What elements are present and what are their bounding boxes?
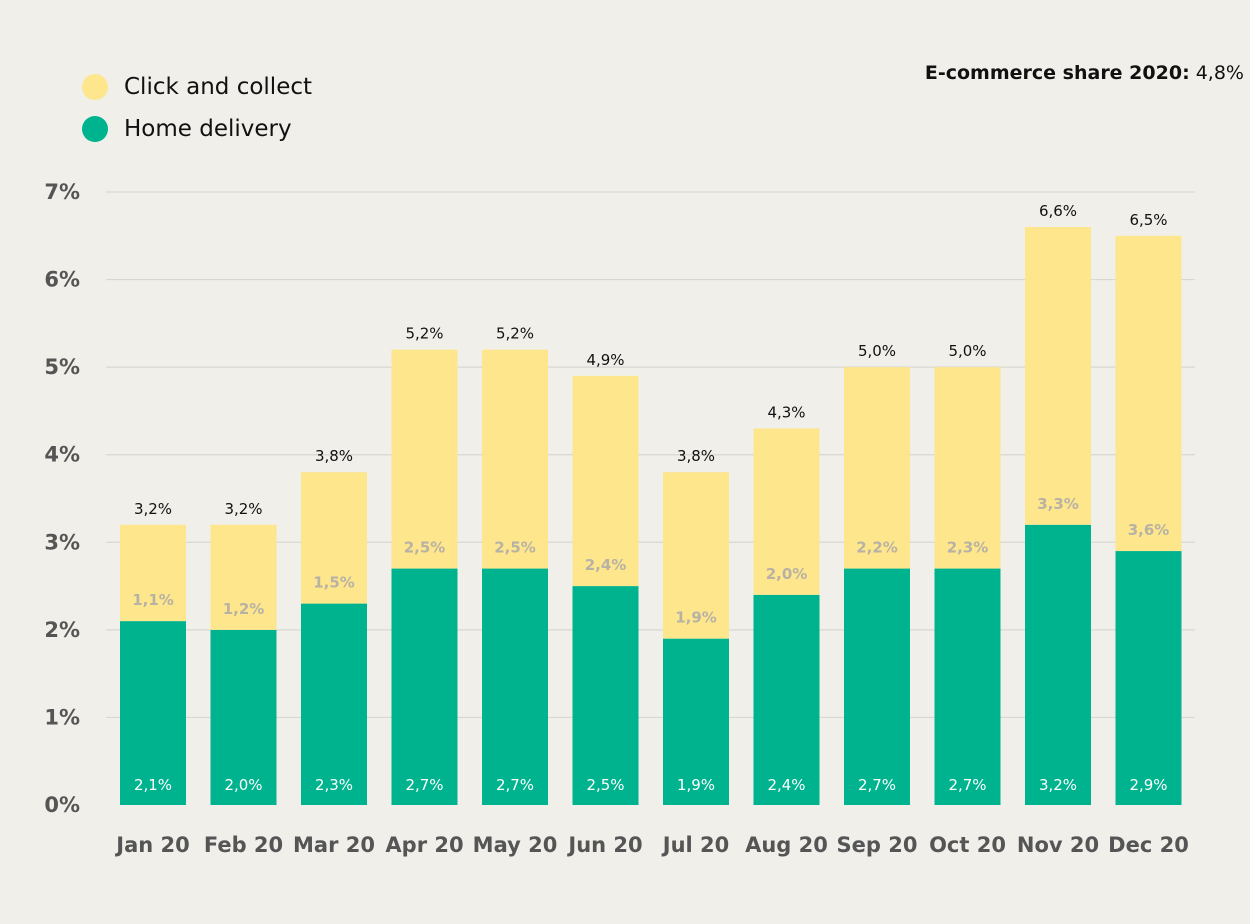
data-label-click-and-collect: 2,5% (404, 539, 446, 557)
data-label-total: 4,3% (767, 403, 805, 421)
bar-home-delivery (663, 638, 729, 805)
bar-click-and-collect (120, 524, 186, 622)
bar-click-and-collect (753, 428, 820, 595)
bar-click-and-collect (663, 472, 729, 639)
bar-home-delivery (301, 603, 367, 805)
x-tick-label: Feb 20 (204, 833, 283, 857)
data-label-home-delivery: 1,9% (677, 776, 715, 794)
legend-label-home-delivery: Home delivery (124, 116, 292, 142)
bar-home-delivery (1025, 524, 1091, 805)
data-label-total: 5,0% (948, 342, 986, 360)
x-tick-label: Jun 20 (566, 833, 642, 857)
data-label-total: 3,8% (315, 447, 353, 465)
data-label-home-delivery: 2,7% (496, 776, 534, 794)
data-label-home-delivery: 2,7% (405, 776, 443, 794)
legend-label-click-and-collect: Click and collect (124, 74, 313, 100)
bar-home-delivery (572, 586, 639, 805)
data-label-total: 3,2% (134, 500, 172, 518)
data-label-total: 5,0% (858, 342, 896, 360)
x-tick-label: Aug 20 (745, 833, 828, 857)
y-tick-label: 1% (44, 705, 80, 729)
y-tick-label: 3% (44, 530, 80, 554)
y-tick-label: 6% (44, 268, 80, 292)
data-label-home-delivery: 2,4% (767, 776, 805, 794)
data-label-total: 5,2% (496, 325, 534, 343)
data-label-click-and-collect: 2,0% (766, 565, 808, 583)
legend-swatch-home-delivery (82, 116, 108, 142)
data-label-click-and-collect: 1,2% (223, 600, 265, 618)
data-label-total: 5,2% (405, 325, 443, 343)
bar-home-delivery (210, 629, 277, 805)
bar-click-and-collect (572, 375, 639, 587)
data-label-click-and-collect: 1,9% (675, 609, 717, 627)
bar-click-and-collect (844, 367, 910, 569)
data-label-home-delivery: 2,0% (224, 776, 262, 794)
x-tick-label: Oct 20 (929, 833, 1006, 857)
x-tick-label: Nov 20 (1017, 833, 1099, 857)
data-label-click-and-collect: 2,2% (856, 539, 898, 557)
x-tick-label: Jan 20 (114, 833, 189, 857)
bar-click-and-collect (301, 472, 367, 604)
bar-home-delivery (753, 594, 820, 805)
data-label-total: 6,5% (1129, 211, 1167, 229)
bar-home-delivery (934, 568, 1001, 805)
bar-click-and-collect (391, 349, 458, 569)
x-tick-label: Mar 20 (293, 833, 375, 857)
x-tick-label: Apr 20 (385, 833, 463, 857)
data-label-total: 3,8% (677, 447, 715, 465)
data-label-click-and-collect: 3,3% (1037, 495, 1079, 513)
bar-click-and-collect (1025, 227, 1091, 525)
data-label-home-delivery: 3,2% (1039, 776, 1077, 794)
bar-click-and-collect (934, 367, 1001, 569)
bar-click-and-collect (1115, 235, 1182, 552)
legend-item-click-and-collect: Click and collect (82, 66, 312, 108)
data-label-home-delivery: 2,5% (586, 776, 624, 794)
bar-click-and-collect (210, 524, 277, 630)
data-label-click-and-collect: 2,5% (494, 539, 536, 557)
data-label-click-and-collect: 2,4% (585, 556, 627, 574)
ecommerce-share-annotation: E-commerce share 2020: 4,8% (925, 62, 1244, 84)
bar-click-and-collect (482, 349, 548, 569)
data-label-home-delivery: 2,7% (948, 776, 986, 794)
x-tick-label: Jul 20 (661, 833, 730, 857)
y-tick-label: 7% (44, 180, 80, 204)
legend-item-home-delivery: Home delivery (82, 108, 312, 150)
y-tick-label: 4% (44, 443, 80, 467)
x-tick-label: Dec 20 (1108, 833, 1189, 857)
x-tick-label: Sep 20 (837, 833, 918, 857)
data-label-click-and-collect: 1,5% (313, 574, 355, 592)
data-label-click-and-collect: 2,3% (947, 539, 989, 557)
x-tick-label: May 20 (473, 833, 558, 857)
data-label-home-delivery: 2,1% (134, 776, 172, 794)
bar-home-delivery (120, 621, 186, 805)
y-tick-label: 2% (44, 618, 80, 642)
legend-swatch-click-and-collect (82, 74, 108, 100)
bar-home-delivery (482, 568, 548, 805)
data-label-home-delivery: 2,3% (315, 776, 353, 794)
bar-home-delivery (1115, 551, 1182, 805)
legend: Click and collect Home delivery (82, 66, 312, 150)
bar-home-delivery (391, 568, 458, 805)
data-label-total: 6,6% (1039, 202, 1077, 220)
data-label-home-delivery: 2,7% (858, 776, 896, 794)
share-label: E-commerce share 2020: (924, 62, 1190, 84)
data-label-total: 3,2% (224, 500, 262, 518)
bar-home-delivery (844, 568, 910, 805)
data-label-home-delivery: 2,9% (1129, 776, 1167, 794)
data-label-click-and-collect: 3,6% (1128, 521, 1170, 539)
share-value: 4,8% (1195, 62, 1244, 84)
y-tick-label: 5% (44, 355, 80, 379)
y-tick-label: 0% (44, 793, 80, 817)
data-label-total: 4,9% (586, 351, 624, 369)
data-label-click-and-collect: 1,1% (132, 591, 174, 609)
